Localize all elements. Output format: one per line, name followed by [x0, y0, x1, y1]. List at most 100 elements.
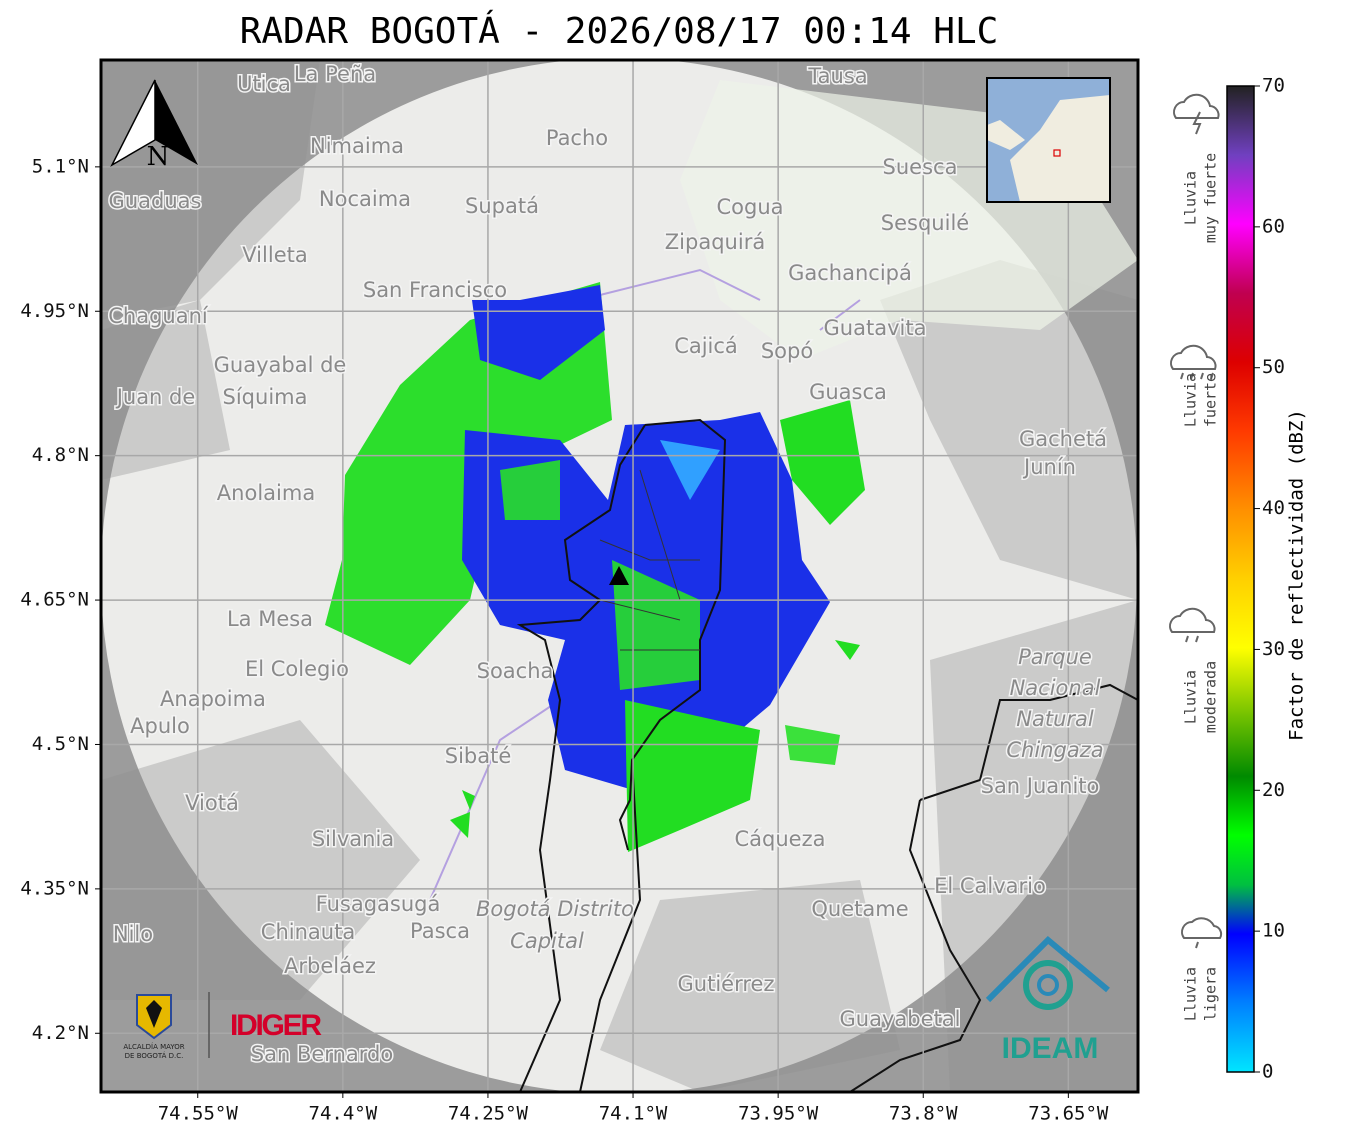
place-label: Quetame [811, 897, 908, 921]
map-frame [99, 58, 1140, 1094]
colorbar [1226, 85, 1255, 1073]
lat-tick-label: 5.1°N [32, 155, 89, 177]
district-label: Capital [510, 929, 584, 953]
echo-green [625, 700, 760, 852]
place-label: Fusagasugá [316, 892, 441, 916]
inset-map [986, 77, 1111, 203]
logos: ALCALDÍA MAYOR DE BOGOTÁ D.C. IDIGER IDE… [123, 935, 1110, 1065]
place-label: Junín [1022, 455, 1076, 479]
title: RADAR BOGOTÁ - 2026/08/17 00:14 HLC [240, 10, 999, 52]
lon-tick-label: 73.8°W [889, 1103, 958, 1125]
place-label: Sesquilé [881, 211, 969, 235]
place-label: Nocaima [319, 187, 411, 211]
lat-tick-label: 4.65°N [20, 589, 89, 611]
place-label: La Peña [294, 62, 376, 86]
colorbar-tick-label: 10 [1262, 920, 1285, 942]
idiger-logo: IDIGER [230, 1009, 322, 1042]
lat-tick-label: 4.2°N [32, 1022, 89, 1044]
place-label: San Bernardo [251, 1042, 393, 1066]
alcaldia-text: ALCALDÍA MAYOR [123, 1042, 184, 1051]
rain-level-label: moderada [1202, 661, 1220, 733]
place-label: Villeta [242, 243, 307, 267]
lat-tick-label: 4.5°N [32, 733, 89, 755]
echo-green [500, 460, 840, 765]
place-label: Gachetá [1019, 427, 1107, 451]
localities [599, 469, 700, 651]
colorbar-label: Factor de reflectividad (dBZ) [1286, 409, 1308, 741]
north-arrow: N [110, 79, 198, 172]
place-label: Guayabetal [840, 1007, 961, 1031]
place-label: Arbeláez [284, 954, 376, 978]
place-label: Juan de [115, 385, 196, 409]
rain-level-label: Lluvia [1182, 171, 1200, 225]
lon-tick-label: 74.1°W [599, 1103, 668, 1125]
boundary [516, 418, 727, 1092]
place-label: Guayabal de [214, 353, 347, 377]
place-label: Apulo [130, 714, 190, 738]
lon-tick-label: 73.95°W [738, 1103, 819, 1125]
rain-level-label: Lluvia [1182, 373, 1200, 427]
rain-level-label: muy fuerte [1202, 153, 1220, 243]
place-label: Pasca [410, 919, 470, 943]
place-label: Cogua [716, 195, 783, 219]
boundary [849, 683, 1138, 1092]
lat-tick-label: 4.95°N [20, 300, 89, 322]
map: Utica La Peña Tausa Pacho Nimaima Suesca Guadu… [101, 60, 1138, 1092]
roads [429, 268, 861, 901]
place-label: Sibaté [445, 744, 512, 768]
place-label: Viotá [185, 791, 239, 815]
echo-blue [472, 285, 605, 380]
place-label: Guaduas [109, 189, 202, 213]
lon-tick-label: 74.4°W [309, 1103, 378, 1125]
rain-icons [1169, 93, 1223, 949]
lon-tick-label: 74.25°W [448, 1103, 529, 1125]
place-label: El Calvario [934, 874, 1046, 898]
lat-tick-label: 4.8°N [32, 444, 89, 466]
place-label: Guatavita [824, 316, 927, 340]
colorbar-tick-label: 20 [1262, 779, 1285, 801]
park-label: Natural [1016, 707, 1094, 731]
rain-level-label: ligera [1202, 967, 1220, 1021]
place-label: Síquima [223, 385, 308, 409]
rain-level-label: fuerte [1202, 373, 1220, 427]
place-label: Gutiérrez [678, 972, 775, 996]
radar-site [609, 566, 629, 585]
place-label: San Francisco [363, 278, 507, 302]
place-label: Gachancipá [788, 261, 912, 285]
place-label: Anapoima [160, 687, 266, 711]
place-label: Cáqueza [735, 827, 826, 851]
place-label: Guasca [809, 380, 887, 404]
colorbar-tick-label: 40 [1262, 497, 1285, 519]
rain-level-label: Lluvia [1182, 967, 1200, 1021]
lon-tick-label: 74.55°W [158, 1103, 239, 1125]
place-label: Sopó [761, 339, 813, 363]
ideam-logo: IDEAM [1002, 1032, 1099, 1065]
colorbar-tick-label: 30 [1262, 638, 1285, 660]
colorbar-tick-label: 70 [1262, 75, 1285, 97]
place-label: Soacha [477, 659, 554, 683]
place-label: Chaguaní [108, 304, 209, 328]
place-label: Pacho [546, 126, 608, 150]
place-label: Chinauta [261, 920, 355, 944]
park-label: Chingaza [1006, 738, 1103, 762]
lon-tick-label: 73.65°W [1028, 1103, 1109, 1125]
colorbar-tick-label: 60 [1262, 215, 1285, 237]
place-label: Suesca [883, 155, 958, 179]
echo-green [780, 400, 865, 525]
place-label: Tausa [807, 64, 867, 88]
place-label: San Juanito [981, 774, 1100, 798]
north-label: N [147, 142, 170, 172]
place-label: La Mesa [227, 607, 313, 631]
place-label: Nimaima [310, 134, 404, 158]
alcaldia-text: DE BOGOTÁ D.C. [125, 1051, 184, 1060]
place-label: El Colegio [245, 657, 349, 681]
park-label: Parque [1018, 645, 1092, 669]
terrain [101, 60, 1138, 1092]
rain-level-label: Lluvia [1182, 670, 1200, 724]
place-label: Silvania [312, 827, 394, 851]
place-label: Cajicá [674, 334, 738, 358]
place-label: Utica [237, 72, 291, 96]
park-label: Nacional [1010, 676, 1101, 700]
place-label: Nilo [113, 922, 153, 946]
